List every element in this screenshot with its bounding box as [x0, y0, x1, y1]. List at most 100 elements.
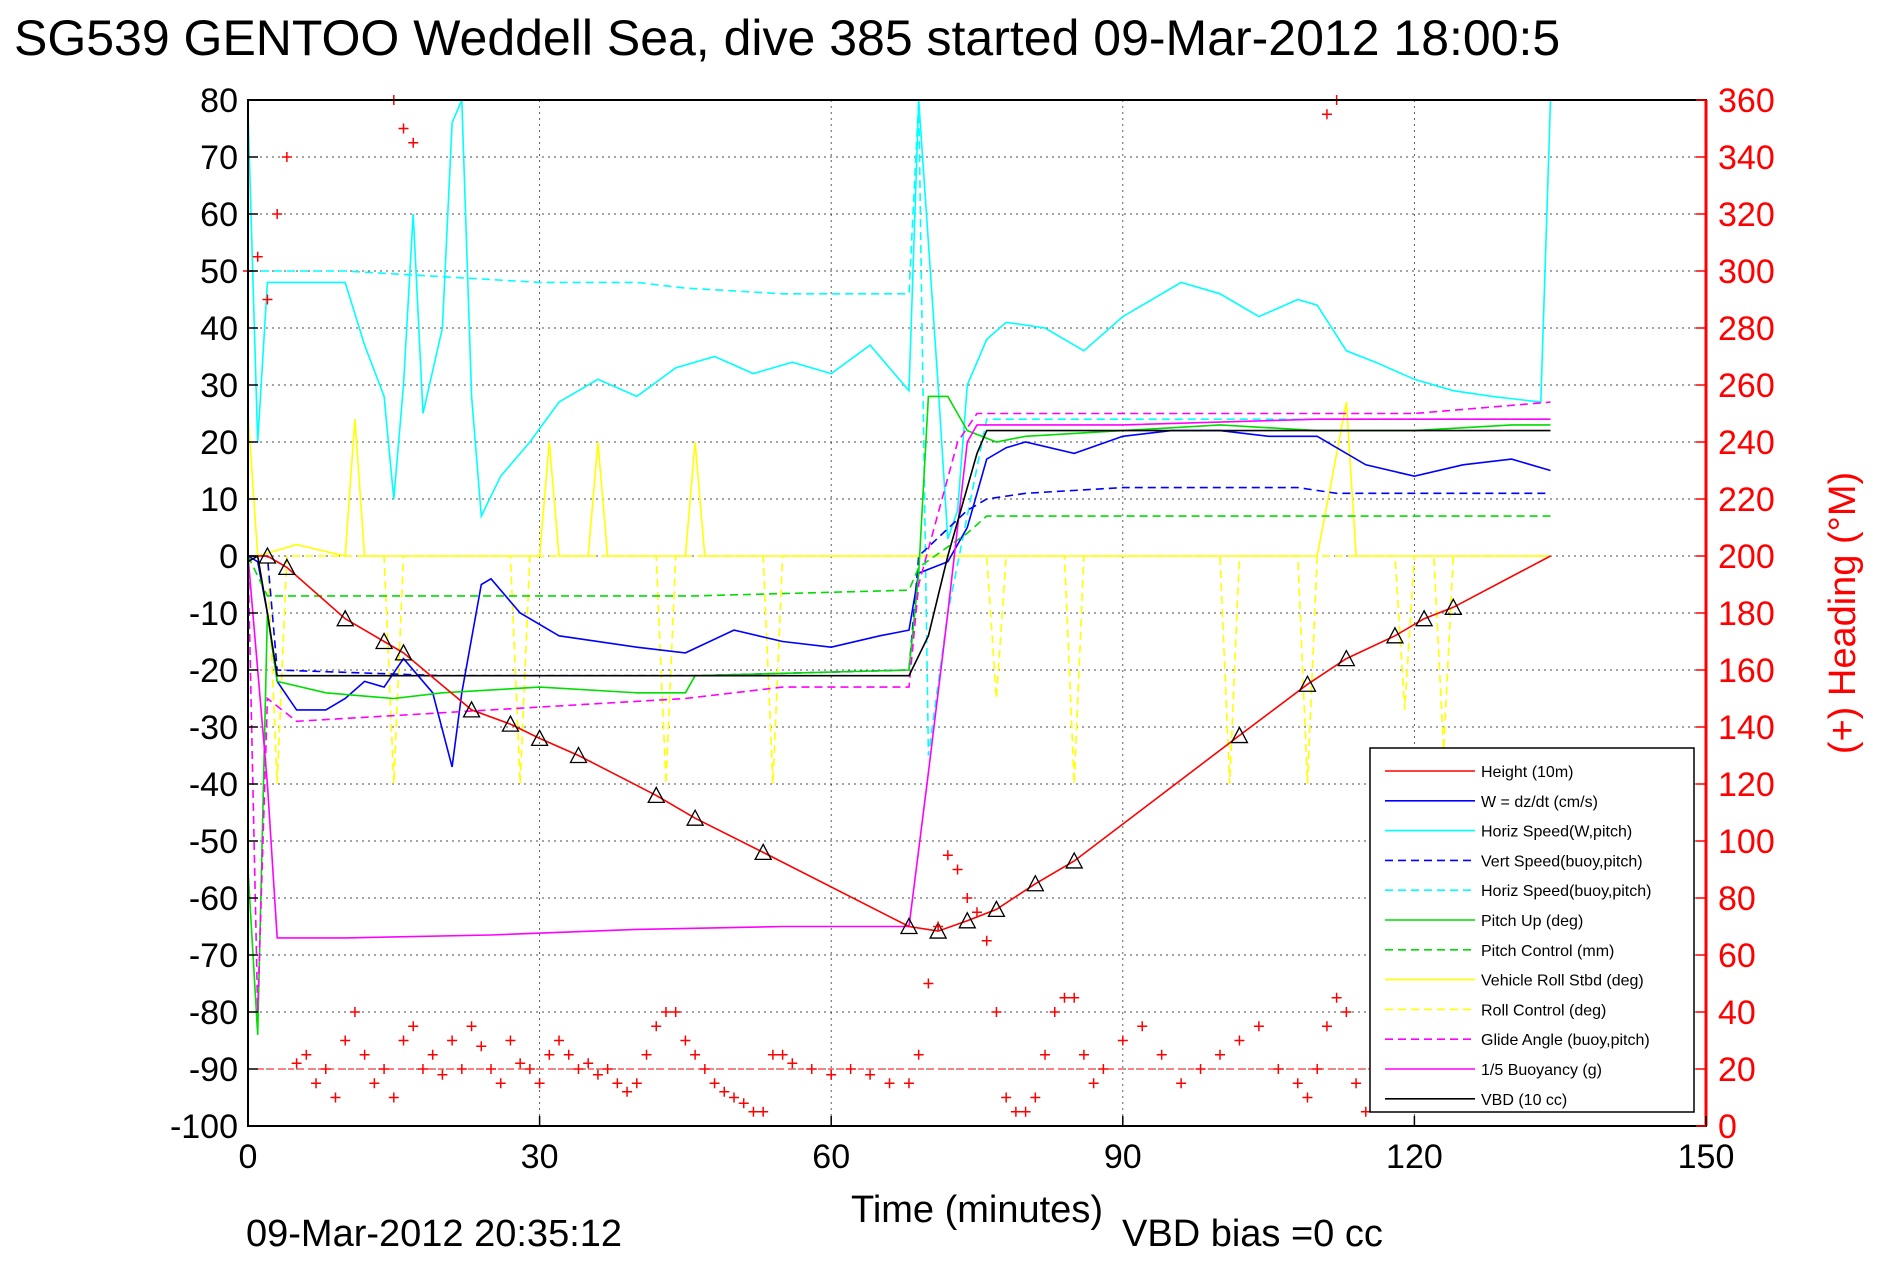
legend-label: Horiz Speed(buoy,pitch)	[1481, 883, 1651, 900]
height-marker	[1065, 851, 1084, 869]
heading-point	[515, 1058, 526, 1069]
y-tick-label: -30	[189, 709, 238, 747]
legend-label: Glide Angle (buoy,pitch)	[1481, 1032, 1650, 1049]
y-tick-label: 60	[200, 196, 238, 234]
heading-point	[554, 1035, 565, 1046]
legend-item: Height (10m)	[1385, 764, 1573, 781]
y2-tick-label: 60	[1718, 937, 1756, 975]
x-tick-label: 60	[812, 1138, 850, 1176]
y2-axis-label: (+) Heading (°M)	[1822, 472, 1864, 754]
heading-point	[281, 152, 292, 162]
heading-point	[1001, 1092, 1012, 1103]
y2-tick-label: 80	[1718, 880, 1756, 918]
legend-label: Pitch Control (mm)	[1481, 943, 1614, 960]
heading-point	[758, 1106, 769, 1117]
series-line-vehicle-roll-stbd-deg	[247, 401, 1551, 558]
heading-point	[738, 1098, 749, 1109]
legend-label: VBD (10 cc)	[1481, 1092, 1567, 1109]
heading-point	[962, 893, 973, 903]
legend-item: VBD (10 cc)	[1385, 1092, 1567, 1109]
legend-label: Horiz Speed(W,pitch)	[1481, 824, 1632, 841]
height-marker	[754, 843, 773, 861]
height-marker	[647, 786, 666, 804]
legend-item: Glide Angle (buoy,pitch)	[1385, 1032, 1650, 1049]
y-tick-label: -80	[189, 994, 238, 1032]
height-marker	[1444, 597, 1463, 615]
heading-point	[1049, 1007, 1060, 1017]
heading-point	[573, 1064, 584, 1074]
y-tick-label: -10	[189, 595, 238, 633]
heading-point	[272, 209, 283, 219]
heading-point	[320, 1064, 331, 1074]
heading-point	[1030, 1092, 1041, 1103]
height-marker	[1385, 626, 1405, 644]
heading-point	[1302, 1092, 1313, 1103]
heading-point	[291, 1058, 302, 1069]
x-axis-ticks: 0 30 60 90 120 150	[239, 1116, 1735, 1176]
y2-tick-label: 340	[1718, 139, 1775, 177]
legend-item: Horiz Speed(W,pitch)	[1385, 824, 1632, 841]
height-marker	[569, 746, 588, 764]
y-tick-label: 70	[200, 139, 238, 177]
y-tick-label: -100	[170, 1108, 238, 1146]
y2-axis-ticks: 3603403203002802602402202001801601401201…	[1696, 82, 1775, 1146]
heading-point	[1360, 1106, 1371, 1117]
footer-timestamp: 09-Mar-2012 20:35:12	[246, 1213, 622, 1255]
y-tick-label: -20	[189, 652, 238, 690]
heading-point	[913, 1049, 924, 1060]
heading-point	[1088, 1078, 1099, 1089]
heading-point	[563, 1049, 574, 1060]
footer-vbd-bias: VBD bias =0 cc	[1122, 1213, 1383, 1255]
y-tick-label: 10	[200, 481, 238, 519]
legend-items: Height (10m) W = dz/dt (cm/s) Horiz Speed(…	[1385, 764, 1651, 1109]
y2-tick-label: 320	[1718, 196, 1775, 234]
heading-point	[1137, 1021, 1148, 1032]
heading-point	[942, 850, 953, 861]
heading-point	[262, 294, 273, 305]
y-tick-label: 50	[200, 253, 238, 291]
heading-point	[330, 1092, 341, 1103]
heading-point	[719, 1086, 730, 1097]
heading-point	[388, 1092, 399, 1103]
legend-item: Vert Speed(buoy,pitch)	[1385, 853, 1643, 870]
legend-item: Pitch Control (mm)	[1385, 943, 1614, 960]
heading-point	[1010, 1106, 1021, 1117]
height-marker	[1230, 726, 1249, 744]
heading-point	[729, 1092, 739, 1103]
heading-point	[1273, 1064, 1284, 1074]
height-marker	[462, 700, 481, 718]
heading-point	[680, 1035, 691, 1046]
heading-point	[1321, 109, 1332, 120]
height-marker	[958, 911, 977, 929]
series-line-roll-control-deg	[248, 555, 1551, 785]
legend-label: Pitch Up (deg)	[1481, 913, 1583, 930]
y2-tick-label: 240	[1718, 424, 1775, 462]
y2-tick-label: 120	[1718, 766, 1775, 804]
legend-label: Roll Control (deg)	[1481, 1002, 1606, 1019]
y2-tick-label: 180	[1718, 595, 1775, 633]
series-line-height-10m	[248, 555, 1551, 932]
heading-point	[787, 1058, 798, 1069]
legend-item: W = dz/dt (cm/s)	[1385, 794, 1598, 811]
heading-point	[1069, 992, 1080, 1003]
heading-point	[972, 907, 982, 918]
heading-point	[1312, 1064, 1323, 1074]
heading-point	[865, 1069, 876, 1080]
heading-point	[398, 1035, 409, 1046]
heading-point	[1156, 1049, 1167, 1060]
series-line-vert-speed-buoy-pitch	[248, 486, 1551, 677]
legend-label: Vehicle Roll Stbd (deg)	[1481, 973, 1644, 990]
x-tick-label: 150	[1678, 1138, 1735, 1176]
heading-point	[1292, 1078, 1303, 1089]
series-line-vbd-10-cc	[247, 429, 1551, 677]
heading-point	[505, 1035, 516, 1046]
heading-point	[369, 1078, 380, 1089]
heading-point	[709, 1078, 720, 1089]
heading-point	[602, 1064, 613, 1074]
y2-tick-label: 220	[1718, 481, 1775, 519]
heading-point	[1059, 992, 1070, 1003]
heading-point	[981, 935, 992, 946]
heading-point	[777, 1049, 788, 1060]
y-tick-label: -40	[189, 766, 238, 804]
y2-tick-label: 260	[1718, 367, 1775, 405]
